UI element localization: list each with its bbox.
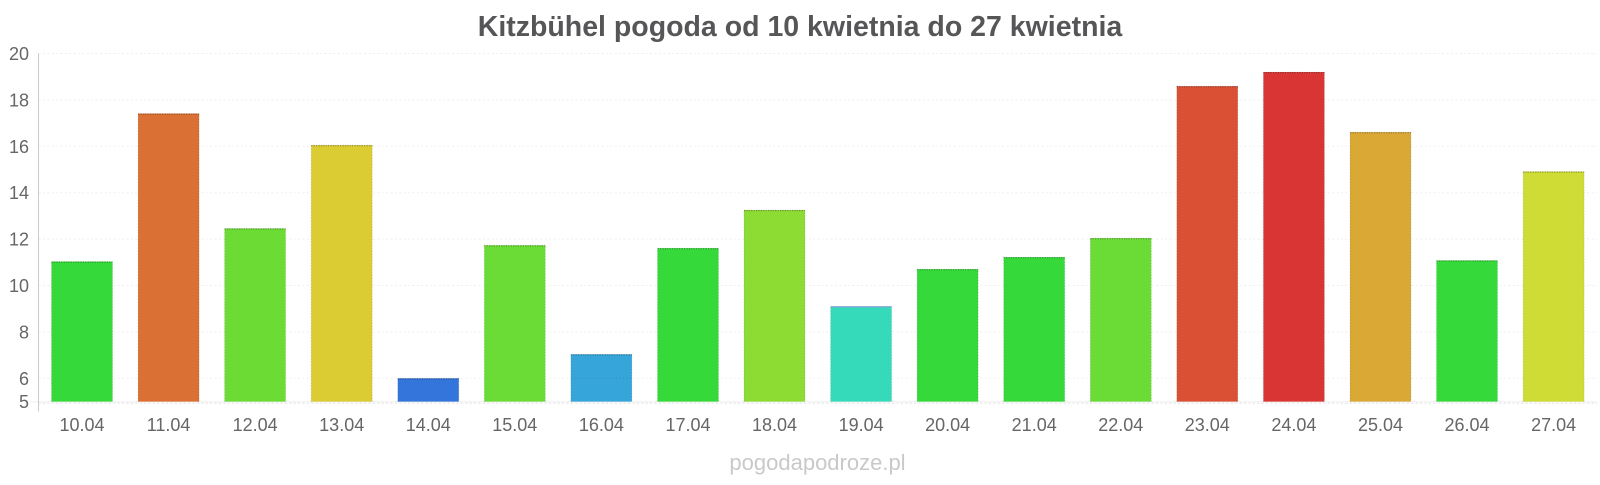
svg-text:12.04: 12.04 [233,415,278,435]
svg-text:13.04: 13.04 [319,415,364,435]
svg-text:18: 18 [9,90,29,110]
svg-text:20: 20 [9,44,29,64]
svg-text:pogodapodroze.pl: pogodapodroze.pl [729,450,905,475]
svg-text:26.04: 26.04 [1444,415,1489,435]
svg-text:23.04: 23.04 [1185,415,1230,435]
svg-text:10.04: 10.04 [59,415,104,435]
svg-text:11.04: 11.04 [147,415,191,435]
svg-text:16: 16 [9,137,29,157]
svg-text:20.04: 20.04 [925,415,970,435]
svg-text:21.04: 21.04 [1012,415,1057,435]
svg-text:19.04: 19.04 [839,415,884,435]
svg-text:6: 6 [19,369,29,389]
svg-text:24.04: 24.04 [1271,415,1316,435]
svg-text:17.04: 17.04 [665,415,710,435]
svg-text:10: 10 [9,276,29,296]
svg-text:14: 14 [9,183,29,203]
svg-text:18.04: 18.04 [752,415,797,435]
svg-text:27.04: 27.04 [1531,415,1576,435]
svg-text:25.04: 25.04 [1358,415,1403,435]
svg-text:Kitzbühel pogoda od 10 kwietni: Kitzbühel pogoda od 10 kwietnia do 27 kw… [478,11,1124,43]
svg-text:14.04: 14.04 [406,415,451,435]
svg-text:12: 12 [9,230,29,250]
svg-text:5: 5 [19,392,29,412]
svg-text:16.04: 16.04 [579,415,624,435]
svg-text:22.04: 22.04 [1098,415,1143,435]
svg-text:15.04: 15.04 [492,415,537,435]
svg-text:8: 8 [19,322,29,342]
